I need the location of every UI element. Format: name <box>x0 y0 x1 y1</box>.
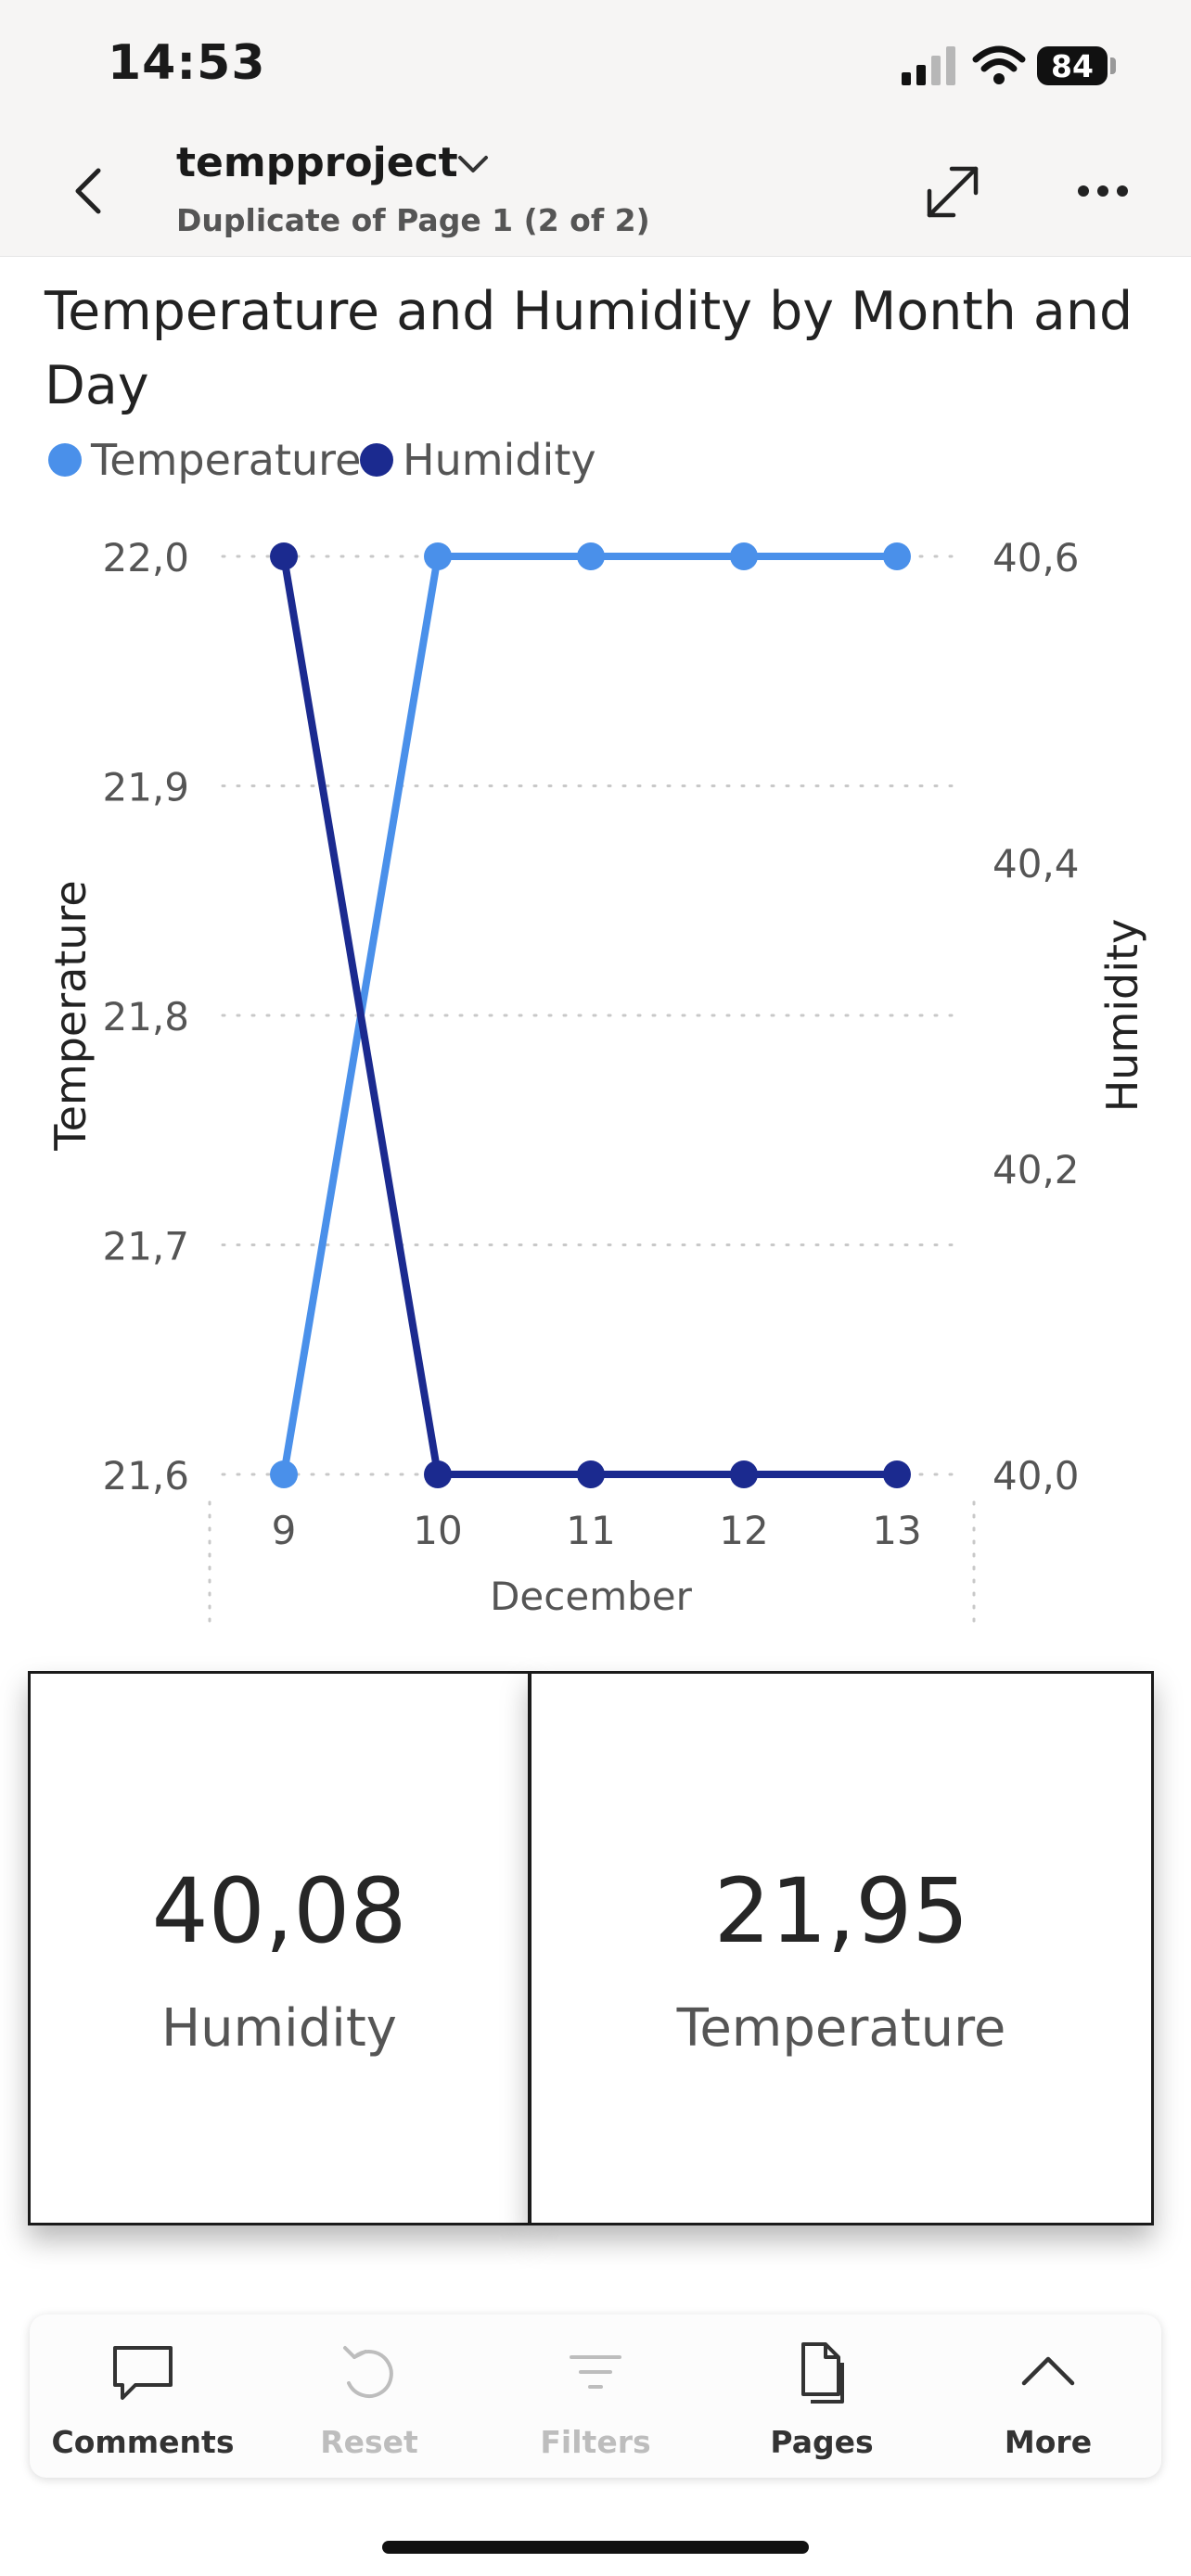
humidity-card-label: Humidity <box>161 1998 397 2059</box>
page-subtitle: Duplicate of Page 1 (2 of 2) <box>176 202 650 238</box>
data-point-humidity <box>883 1460 911 1488</box>
legend-label-1: Humidity <box>403 435 596 485</box>
data-point-humidity <box>577 1460 605 1488</box>
data-point-temperature <box>270 1460 298 1488</box>
y2-tick-label: 40,0 <box>992 1453 1080 1498</box>
more-label: More <box>1004 2424 1093 2460</box>
temperature-card-label: Temperature <box>676 1998 1006 2059</box>
chart-title: Temperature and Humidity by Month and Da… <box>45 281 1133 416</box>
legend-marker-1 <box>360 443 393 477</box>
y-axis-title: Temperature <box>45 880 96 1151</box>
legend-label-0: Temperature <box>90 435 361 485</box>
temperature-card-value: 21,95 <box>713 1859 969 1963</box>
x-tick-label: 13 <box>872 1508 921 1553</box>
x-tick-label: 10 <box>413 1508 462 1553</box>
home-indicator <box>382 2541 809 2554</box>
back-chevron-icon[interactable] <box>67 165 113 217</box>
y-tick-label: 21,7 <box>102 1224 189 1269</box>
filter-icon <box>570 2355 621 2389</box>
humidity-card[interactable]: 40,08 Humidity <box>28 1671 531 2225</box>
reset-label: Reset <box>320 2424 418 2460</box>
legend-marker-0 <box>48 443 82 477</box>
battery-icon: 84 <box>1037 46 1108 85</box>
wifi-icon <box>972 45 1026 84</box>
y-tick-label: 21,6 <box>102 1453 189 1498</box>
pages-icon <box>801 2342 844 2404</box>
status-time: 14:53 <box>108 35 266 91</box>
bottom-toolbar: Comments Reset Filters Pages More <box>30 2315 1161 2478</box>
line-chart[interactable]: Temperature Humidity 21,6 21,7 21,8 21,9 22,0 4… <box>0 427 1191 1651</box>
comments-label: Comments <box>51 2424 235 2460</box>
y-tick-label: 22,0 <box>102 535 189 580</box>
report-header <box>0 130 1191 257</box>
data-point-temperature <box>424 542 452 570</box>
filters-button[interactable]: Filters <box>482 2315 709 2478</box>
cellular-signal-icon <box>902 46 955 85</box>
pages-label: Pages <box>770 2424 874 2460</box>
x-tick-label: 11 <box>566 1508 615 1553</box>
y-tick-label: 21,9 <box>102 765 189 810</box>
humidity-card-value: 40,08 <box>151 1859 407 1963</box>
reset-icon <box>343 2346 393 2399</box>
report-title[interactable]: tempproject <box>176 139 458 186</box>
data-point-temperature <box>577 542 605 570</box>
chevron-up-icon <box>1021 2356 1075 2386</box>
data-point-temperature <box>730 542 758 570</box>
reset-button[interactable]: Reset <box>256 2315 482 2478</box>
y2-axis-title: Humidity <box>1097 919 1147 1113</box>
battery-level: 84 <box>1051 48 1094 84</box>
more-icon[interactable] <box>1076 184 1130 198</box>
y2-tick-label: 40,4 <box>992 841 1080 886</box>
x-axis-title: December <box>490 1574 693 1619</box>
data-point-humidity <box>730 1460 758 1488</box>
chevron-down-icon[interactable] <box>456 152 490 176</box>
more-toolbar-button[interactable]: More <box>935 2315 1161 2478</box>
data-point-humidity <box>270 542 298 570</box>
x-tick-label: 9 <box>272 1508 297 1553</box>
comment-icon <box>113 2346 173 2400</box>
temperature-card[interactable]: 21,95 Temperature <box>529 1671 1154 2225</box>
data-point-temperature <box>883 542 911 570</box>
battery-tip <box>1110 57 1116 74</box>
pages-button[interactable]: Pages <box>709 2315 935 2478</box>
y-tick-label: 21,8 <box>102 994 189 1039</box>
y2-tick-label: 40,6 <box>992 535 1080 580</box>
expand-icon[interactable] <box>924 163 981 221</box>
series-line-temperature <box>280 553 897 1475</box>
data-point-humidity <box>424 1460 452 1488</box>
filters-label: Filters <box>540 2424 651 2460</box>
x-tick-label: 12 <box>719 1508 768 1553</box>
y2-tick-label: 40,2 <box>992 1147 1080 1192</box>
series-line-humidity <box>280 555 897 1478</box>
comments-button[interactable]: Comments <box>30 2315 256 2478</box>
